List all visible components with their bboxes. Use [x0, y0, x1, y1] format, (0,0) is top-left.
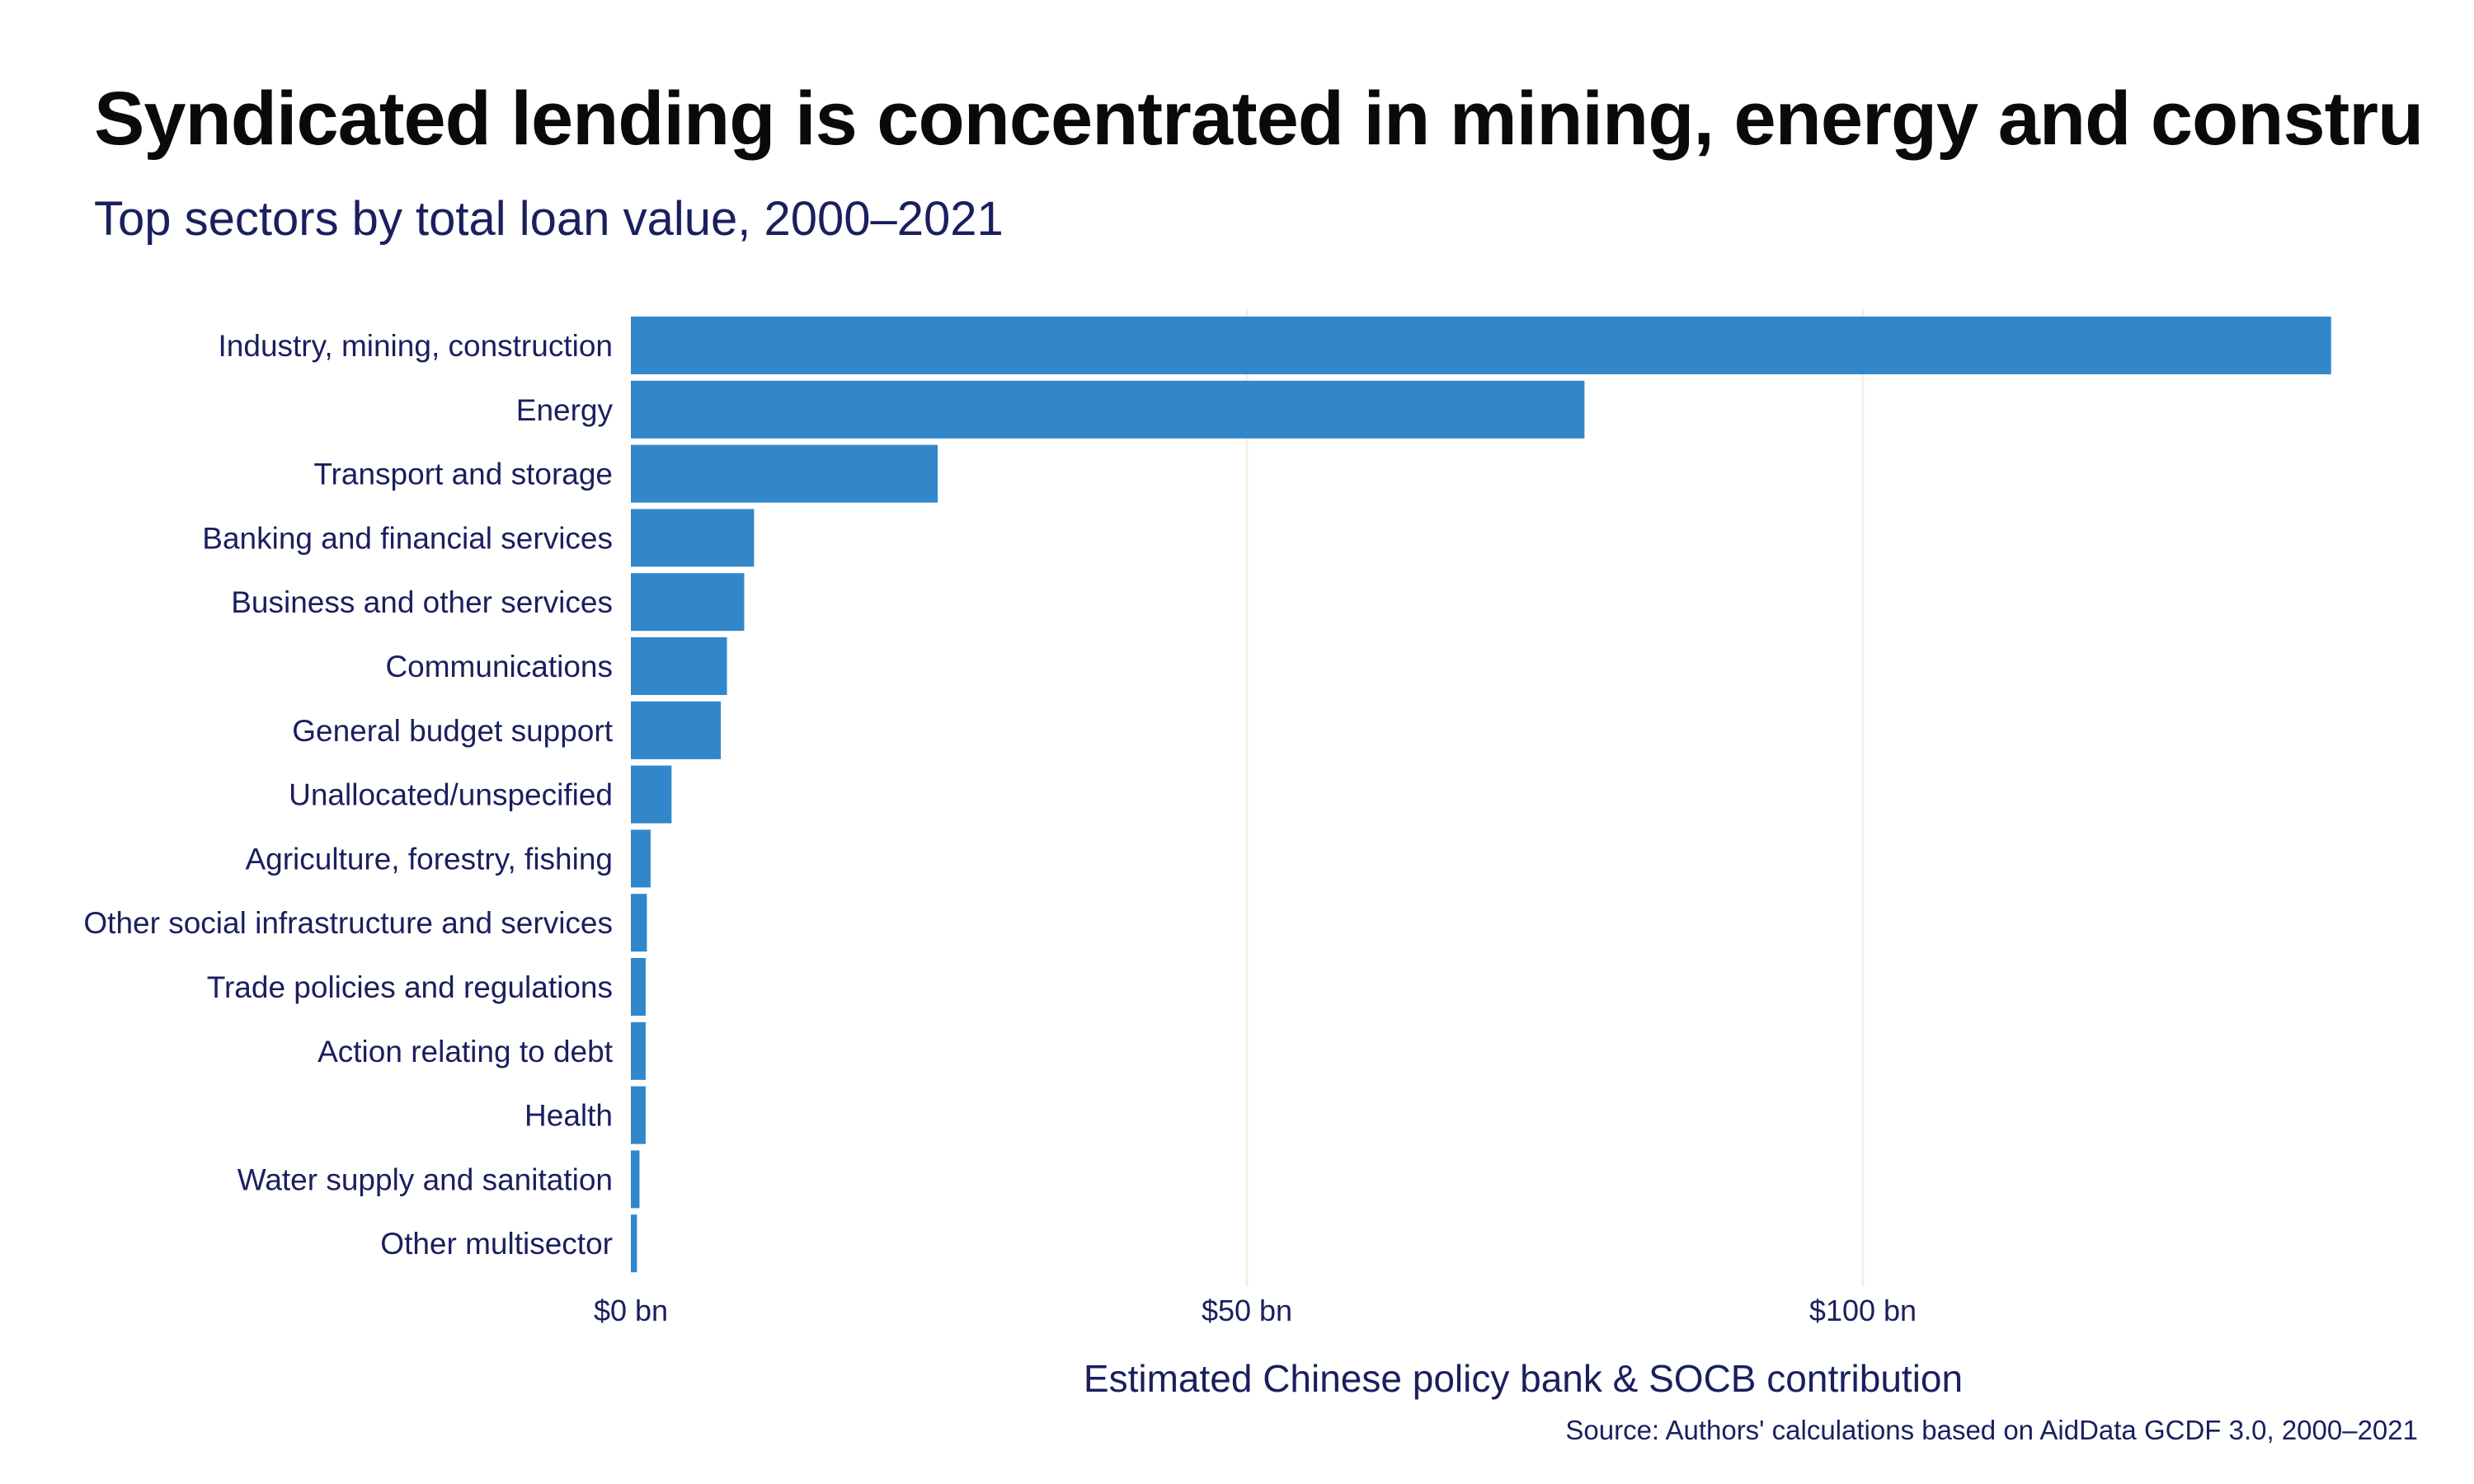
bar [631, 829, 651, 888]
category-label: Banking and financial services [202, 521, 613, 555]
category-label: General budget support [292, 714, 613, 748]
bar [631, 637, 727, 695]
bar [631, 444, 938, 503]
x-tick-label: $100 bn [1809, 1294, 1917, 1327]
category-label: Other social infrastructure and services [83, 906, 613, 940]
chart-title: Syndicated lending is concentrated in mi… [94, 77, 2424, 161]
category-label: Health [524, 1099, 613, 1133]
bar [631, 317, 2331, 374]
category-label: Transport and storage [313, 458, 613, 491]
category-label: Industry, mining, construction [219, 329, 613, 363]
category-label: Other multisector [380, 1227, 613, 1261]
x-tick-label: $50 bn [1202, 1294, 1292, 1327]
gridlines [1245, 309, 1865, 1286]
bar [631, 894, 647, 952]
category-label: Agriculture, forestry, fishing [245, 842, 613, 876]
bar [631, 509, 755, 567]
bar [631, 1021, 646, 1080]
x-axis-title: Estimated Chinese policy bank & SOCB con… [1084, 1357, 1963, 1400]
bar [631, 1214, 637, 1273]
bars [631, 317, 2331, 1273]
category-label: Communications [385, 650, 613, 683]
category-labels: Industry, mining, construction Energy Tran… [83, 329, 613, 1261]
chart-subtitle: Top sectors by total loan value, 2000–20… [94, 192, 1004, 246]
x-axis-ticks: $0 bn $50 bn $100 bn [594, 1294, 1917, 1327]
bar [631, 958, 646, 1016]
bar [631, 701, 722, 759]
category-label: Energy [516, 393, 614, 427]
bar [631, 1086, 646, 1144]
category-label: Action relating to debt [317, 1035, 614, 1068]
source-note: Source: Authors' calculations based on A… [1565, 1415, 2418, 1445]
bar [631, 380, 1585, 439]
category-label: Water supply and sanitation [238, 1162, 613, 1196]
bar [631, 1150, 640, 1209]
category-label: Business and other services [231, 585, 613, 619]
category-label: Unallocated/unspecified [289, 778, 613, 812]
bar [631, 765, 672, 824]
category-label: Trade policies and regulations [207, 970, 613, 1004]
bar [631, 573, 745, 632]
x-tick-label: $0 bn [594, 1294, 668, 1327]
